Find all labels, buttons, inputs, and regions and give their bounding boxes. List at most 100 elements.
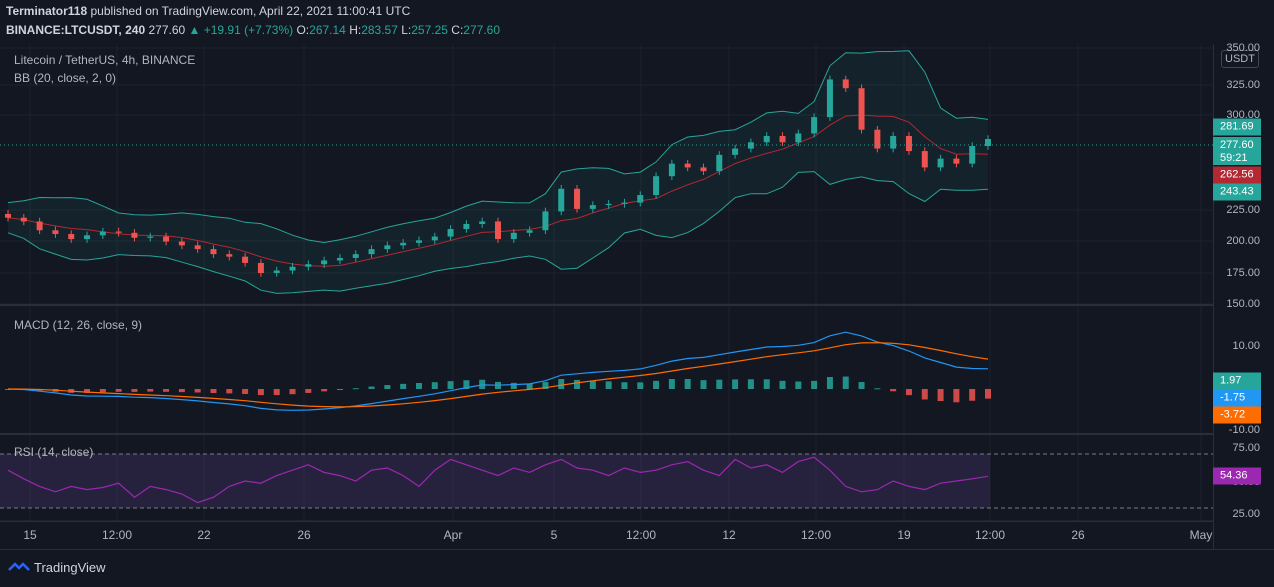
macd-histogram-bar	[510, 382, 517, 389]
published-text: published on TradingView.com, April 22, …	[90, 4, 411, 18]
last-price: 277.60	[148, 23, 186, 37]
bb-lower-tag: 243.43	[1213, 183, 1261, 201]
candle	[558, 185, 565, 216]
close-label: C:	[451, 23, 464, 37]
macd-histogram-bar	[574, 379, 581, 389]
macd-histogram-bar	[700, 380, 707, 389]
candle	[637, 191, 644, 207]
candle	[668, 159, 675, 180]
macd-histogram-bar	[795, 381, 802, 389]
candle	[131, 229, 138, 242]
bb-upper-tag: 281.69	[1213, 118, 1261, 136]
candle	[400, 239, 407, 250]
candle	[826, 75, 833, 121]
candle	[68, 230, 75, 243]
macd-histogram-bar	[653, 380, 660, 389]
y-tick: 25.00	[1232, 508, 1260, 520]
candle	[684, 159, 691, 172]
macd-line-tag: -1.75	[1213, 389, 1261, 407]
macd-histogram-bar	[621, 382, 628, 389]
candle	[447, 225, 454, 241]
macd-histogram-bar	[273, 389, 280, 396]
rsi-label[interactable]: RSI (14, close)	[14, 445, 94, 459]
macd-histogram-bar	[368, 386, 375, 389]
y-tick: 75.00	[1232, 442, 1260, 454]
candle	[242, 252, 249, 267]
macd-histogram-bar	[969, 389, 976, 401]
macd-histogram-bar	[131, 389, 138, 392]
candle	[574, 185, 581, 213]
macd-histogram-bar	[526, 383, 533, 389]
macd-series	[5, 331, 991, 411]
candle	[99, 227, 106, 240]
candle	[589, 201, 596, 213]
low-value: 257.25	[411, 23, 448, 37]
macd-histogram-bar	[637, 382, 644, 389]
candle	[36, 217, 43, 235]
candle	[747, 138, 754, 153]
macd-histogram-bar	[321, 389, 328, 392]
candle	[84, 231, 91, 243]
candle	[510, 229, 517, 243]
candle	[905, 132, 912, 155]
x-tick: 26	[297, 528, 311, 542]
tradingview-logo[interactable]: TradingView	[8, 560, 106, 575]
bb-indicator-label[interactable]: BB (20, close, 2, 0)	[14, 71, 117, 85]
bollinger-bands	[7, 50, 989, 294]
rsi-band	[0, 454, 990, 508]
x-tick: Apr	[443, 528, 463, 542]
bb-lower	[7, 171, 989, 294]
candle	[115, 227, 122, 237]
candle	[653, 172, 660, 199]
price-change: ▲ +19.91 (+7.73%)	[188, 23, 294, 37]
macd-histogram-bar	[352, 388, 359, 390]
candlestick-series	[5, 75, 991, 277]
price-axis[interactable]	[1213, 44, 1274, 549]
candle	[763, 132, 770, 147]
open-value: 267.14	[309, 23, 346, 37]
macd-histogram-bar	[289, 389, 296, 395]
candle	[542, 207, 549, 235]
macd-histogram-bar	[163, 389, 170, 392]
x-tick: May	[1189, 528, 1213, 542]
chart-canvas[interactable]	[0, 44, 1213, 549]
macd-histogram-bar	[858, 381, 865, 389]
candle	[732, 144, 739, 159]
candle	[289, 262, 296, 275]
candle	[890, 132, 897, 153]
time-axis[interactable]	[0, 521, 1213, 550]
candle	[985, 135, 991, 150]
macd-histogram-bar	[763, 379, 770, 389]
macd-histogram-bar	[415, 382, 422, 389]
macd-histogram-bar	[257, 389, 264, 396]
high-label: H:	[349, 23, 362, 37]
rsi-line	[7, 456, 989, 504]
macd-histogram-bar	[811, 380, 818, 389]
main-title[interactable]: Litecoin / TetherUS, 4h, BINANCE	[14, 53, 196, 67]
candle	[463, 220, 470, 233]
macd-histogram-bar	[921, 389, 928, 400]
publisher-name[interactable]: Terminator118	[6, 4, 88, 18]
macd-label[interactable]: MACD (12, 26, close, 9)	[14, 318, 143, 332]
symbol-label: BINANCE:LTCUSDT, 240	[6, 23, 146, 37]
candle	[700, 163, 707, 175]
candle	[605, 200, 612, 209]
macd-histogram-bar	[542, 382, 549, 389]
tradingview-icon	[8, 561, 30, 571]
y-tick: -10.00	[1228, 424, 1260, 436]
macd-histogram-bar	[985, 389, 991, 399]
candle	[163, 232, 170, 246]
macd-histogram-bar	[431, 382, 438, 389]
x-tick: 12:00	[800, 528, 832, 542]
y-tick: 300.00	[1226, 109, 1260, 121]
macd-histogram-bar	[336, 389, 343, 390]
currency-badge[interactable]: USDT	[1221, 50, 1259, 68]
ohlc-line: BINANCE:LTCUSDT, 240 277.60 ▲ +19.91 (+7…	[6, 23, 500, 37]
macd-histogram-bar	[732, 379, 739, 389]
macd-histogram-bar	[242, 389, 249, 394]
macd-histogram-bar	[226, 389, 233, 394]
rsi-tag: 54.36	[1213, 467, 1261, 485]
x-tick: 12:00	[974, 528, 1006, 542]
candle	[811, 113, 818, 138]
candle	[273, 266, 280, 277]
